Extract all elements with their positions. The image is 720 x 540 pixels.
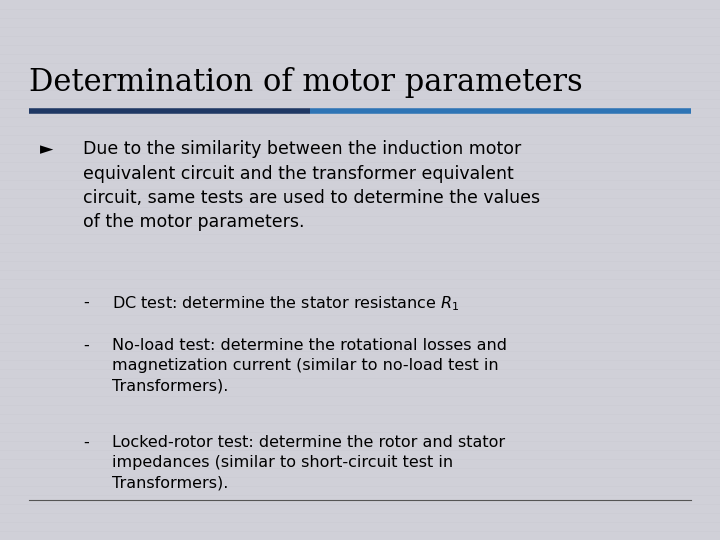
Text: Locked-rotor test: determine the rotor and stator
impedances (similar to short-c: Locked-rotor test: determine the rotor a… (112, 435, 505, 490)
Text: DC test: determine the stator resistance $R_1$: DC test: determine the stator resistance… (112, 294, 459, 313)
Text: Due to the similarity between the induction motor
equivalent circuit and the tra: Due to the similarity between the induct… (83, 140, 540, 231)
Text: ►: ► (40, 140, 53, 158)
Text: -: - (83, 435, 89, 450)
Text: Determination of motor parameters: Determination of motor parameters (29, 68, 582, 98)
Text: No-load test: determine the rotational losses and
magnetization current (similar: No-load test: determine the rotational l… (112, 338, 507, 393)
Text: -: - (83, 338, 89, 353)
Text: -: - (83, 294, 89, 309)
